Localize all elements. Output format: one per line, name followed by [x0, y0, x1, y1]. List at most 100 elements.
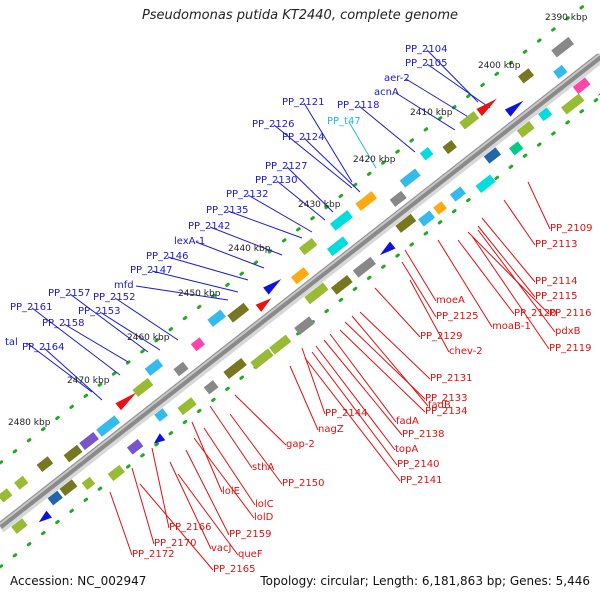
gene-feature — [379, 241, 396, 256]
tick-label: 2430 kbp — [298, 200, 341, 210]
accession-text: Accession: NC_002947 — [10, 574, 147, 588]
gene-label: PP_2109 — [550, 223, 593, 234]
gene-feature — [38, 510, 52, 523]
gene-feature — [250, 348, 274, 370]
gene-label: PP_2138 — [402, 429, 445, 440]
tick-label: 2450 kbp — [178, 289, 221, 299]
gene-label: PP_2141 — [400, 475, 443, 486]
gene-label: lexA-1 — [174, 236, 205, 247]
gene-feature — [115, 392, 137, 411]
gene-label: vacJ — [211, 543, 232, 554]
gene-feature — [551, 36, 574, 58]
gene-feature — [290, 267, 310, 285]
gene-label: moaB-1 — [492, 321, 531, 332]
gene-feature — [419, 147, 434, 161]
gene-feature — [330, 275, 353, 295]
genome-summary: Topology: circular; Length: 6,181,863 bp… — [260, 574, 590, 588]
gene-feature — [352, 256, 376, 278]
gene-feature — [153, 433, 166, 444]
gene-feature — [173, 361, 189, 377]
tick-label: 2420 kbp — [353, 155, 396, 165]
gene-feature — [399, 168, 421, 188]
gene-label: PP_2120 — [514, 308, 557, 319]
gene-feature — [538, 107, 553, 122]
tick-label: 2460 kbp — [127, 333, 170, 343]
tick-label: 2400 kbp — [478, 61, 521, 71]
gene-label: topA — [395, 444, 418, 455]
gene-feature — [79, 431, 99, 451]
tick-label: 2440 kbp — [228, 244, 271, 254]
gene-label: PP_2146 — [146, 251, 189, 262]
gene-feature — [389, 190, 407, 207]
gene-label: PP_2153 — [78, 306, 121, 317]
gene-feature — [475, 174, 496, 193]
gene-feature — [329, 210, 353, 231]
gene-feature — [59, 479, 78, 497]
gene-label: PP_t47 — [327, 116, 361, 127]
gene-label: lolC — [255, 499, 274, 510]
gene-label: PP_2134 — [425, 406, 468, 417]
gene-label: PP_2164 — [22, 342, 65, 353]
gene-label: PP_2119 — [549, 343, 592, 354]
gene-feature — [508, 141, 524, 156]
gene-label: PP_2157 — [48, 288, 91, 299]
gene-label: PP_2126 — [252, 119, 295, 130]
gene-feature — [597, 93, 600, 96]
gene-feature — [572, 77, 591, 94]
gene-feature — [107, 464, 125, 482]
gene-label: PP_2159 — [229, 529, 272, 540]
gene-label: PP_2127 — [265, 161, 308, 172]
gene-label: PP_2140 — [397, 459, 440, 470]
gene-feature — [96, 415, 121, 437]
gene-label: PP_2124 — [282, 132, 325, 143]
gene-label: PP_2114 — [535, 276, 578, 287]
gene-feature — [81, 476, 96, 491]
gene-feature — [294, 316, 315, 336]
gene-feature — [442, 140, 457, 155]
gene-label: PP_2135 — [206, 205, 249, 216]
gene-feature — [144, 358, 164, 376]
tick-label: 2470 kbp — [67, 376, 110, 386]
gene-label: PP_2147 — [130, 265, 173, 276]
gene-label: lolD — [254, 512, 274, 523]
gene-label: PP_2172 — [132, 549, 175, 560]
gene-label: acnA — [374, 87, 399, 98]
gene-label: mfd — [114, 280, 134, 291]
gene-feature — [47, 490, 63, 506]
gene-feature — [255, 298, 272, 312]
gene-label: PP_2166 — [169, 522, 212, 533]
gene-feature — [326, 236, 349, 257]
gene-label: PP_2142 — [188, 221, 231, 232]
gene-label: tal — [5, 337, 18, 348]
gene-label: PP_2132 — [226, 189, 269, 200]
gene-label: PP_2161 — [10, 302, 53, 313]
gene-feature — [553, 64, 568, 79]
gene-label: PP_2152 — [93, 292, 136, 303]
gene-feature — [132, 377, 154, 397]
gene-feature — [561, 93, 585, 115]
gene-feature — [227, 302, 250, 323]
gene-label: PP_2125 — [436, 311, 479, 322]
tick-label: 2390 kbp — [545, 13, 588, 23]
gene-label: moeA — [436, 295, 465, 306]
gene-feature — [516, 121, 535, 138]
gene-feature — [459, 111, 480, 130]
gene-label: PP_2150 — [282, 478, 325, 489]
gene-feature — [203, 380, 219, 395]
kbp-ticks: 2390 kbp 2400 kbp 2410 kbp 2420 kbp 2430 kbp… — [8, 13, 588, 428]
gene-label: PP_2158 — [42, 318, 85, 329]
gene-feature — [269, 334, 292, 355]
gene-label: PP_2170 — [154, 538, 197, 549]
gene-feature — [483, 147, 502, 164]
gene-feature — [190, 337, 206, 352]
gene-label: PP_2165 — [213, 564, 256, 575]
gene-label: nagZ — [318, 424, 344, 435]
gene-label: PP_2105 — [405, 58, 448, 69]
gene-feature — [418, 210, 436, 227]
tick-label: 2480 kbp — [8, 418, 51, 428]
gene-label: PP_2121 — [282, 97, 325, 108]
gene-label: PP_2116 — [549, 308, 592, 319]
gene-feature — [14, 475, 29, 490]
gene-label: PP_2144 — [325, 408, 368, 419]
